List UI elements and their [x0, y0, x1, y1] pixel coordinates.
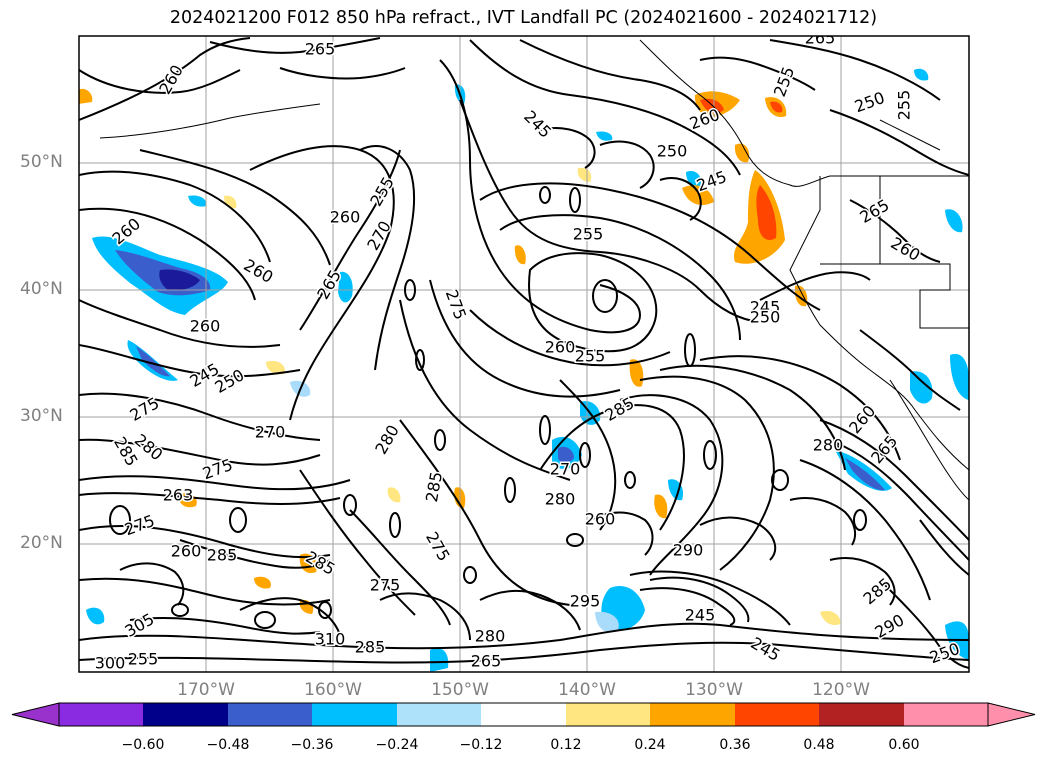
positive-anomaly-region	[682, 185, 714, 206]
lat-label-20n: 20°N	[20, 533, 63, 553]
negative-anomaly-region	[159, 269, 200, 291]
colorbar-swatch	[312, 703, 397, 726]
negative-anomaly-region	[945, 209, 963, 233]
map-title: 2024021200 F012 850 hPa refract., IVT La…	[169, 8, 878, 28]
lat-label-50n: 50°N	[20, 152, 63, 172]
colorbar-tick-label: −0.48	[206, 737, 250, 753]
colorbar-swatch	[59, 703, 143, 726]
contour-label: 270	[550, 460, 581, 479]
contour-label: 280	[813, 436, 844, 455]
contour-label: 265	[471, 652, 502, 671]
colorbar-swatch	[566, 703, 650, 726]
contour-label: 310	[315, 630, 346, 649]
colorbar-tick-label: −0.36	[290, 737, 334, 753]
colorbar-tick-label: −0.60	[121, 737, 165, 753]
contour-label: 255	[575, 347, 606, 366]
contour-label: 263	[163, 486, 194, 505]
contour-label: 280	[545, 490, 576, 509]
colorbar	[11, 702, 1036, 727]
colorbar-tick-label: 0.36	[719, 737, 751, 753]
colorbar-tick-label: −0.12	[459, 737, 503, 753]
contour-label: 250	[750, 308, 781, 327]
positive-anomaly-region	[254, 576, 271, 589]
positive-anomaly-region	[79, 89, 93, 104]
lon-label-170w: 170°W	[177, 680, 235, 700]
colorbar-tick-label: 0.12	[550, 737, 582, 753]
negative-anomaly-region	[338, 271, 353, 303]
negative-anomaly-region	[430, 648, 449, 672]
contour-label: 255	[573, 225, 604, 244]
contour-label: 265	[805, 29, 836, 48]
positive-anomaly-region	[577, 167, 592, 182]
negative-anomaly-region	[188, 195, 207, 207]
lon-label-150w: 150°W	[431, 680, 489, 700]
negative-anomaly-region	[558, 446, 574, 464]
colorbar-swatch	[143, 703, 228, 726]
small-contour-loops	[109, 186, 867, 629]
positive-anomaly-region	[700, 98, 724, 114]
colorbar-tick-label: 0.24	[634, 737, 666, 753]
contour-label: 275	[370, 576, 401, 595]
negative-anomaly-region	[950, 353, 969, 400]
contour-label: 250	[657, 142, 688, 161]
lat-label-40n: 40°N	[20, 279, 63, 299]
colorbar-swatch	[819, 703, 904, 726]
positive-anomaly-region	[654, 494, 668, 519]
negative-anomaly-region	[914, 68, 929, 81]
colorbar-tick-label: −0.24	[375, 737, 419, 753]
contour-label: 265	[305, 40, 336, 59]
contour-label: 260	[545, 338, 576, 357]
contour-label: 255	[895, 90, 914, 121]
positive-anomaly-region	[820, 610, 841, 626]
coastlines	[99, 39, 969, 501]
negative-anomaly-region	[845, 458, 885, 491]
colorbar-swatch	[904, 703, 988, 726]
contour-label: 260	[190, 317, 221, 336]
contour-lines	[79, 37, 969, 669]
contour-label: 255	[128, 650, 159, 669]
negative-anomaly-region	[910, 371, 933, 404]
lon-label-120w: 120°W	[812, 680, 870, 700]
contour-label: 260	[585, 510, 616, 529]
positive-anomaly-region	[770, 101, 783, 113]
negative-anomaly-region	[136, 346, 170, 377]
lat-label-30n: 30°N	[20, 406, 63, 426]
contour-label: 285	[355, 638, 386, 657]
colorbar-extend-high	[987, 702, 1036, 727]
contour-label: 245	[750, 298, 781, 317]
contour-label: 295	[570, 592, 601, 611]
colorbar-swatch	[735, 703, 819, 726]
contour-label: 260	[330, 208, 361, 227]
negative-anomaly-region	[595, 611, 619, 632]
positive-anomaly-region	[514, 245, 526, 265]
contour-label: 300	[95, 654, 126, 673]
colorbar-extend-low	[11, 702, 60, 727]
positive-anomaly-region	[629, 359, 644, 387]
negative-anomaly-region	[86, 607, 105, 625]
lon-label-140w: 140°W	[558, 680, 616, 700]
colorbar-swatch	[228, 703, 312, 726]
map-frame	[78, 35, 970, 673]
contour-label: 290	[673, 541, 704, 560]
contour-label: 270	[255, 423, 286, 442]
positive-anomaly-region	[266, 360, 285, 375]
colorbar-swatch	[481, 703, 566, 726]
negative-anomaly-region	[596, 131, 613, 141]
lon-label-130w: 130°W	[685, 680, 743, 700]
colorbar-frame	[58, 702, 989, 727]
contour-label: 280	[475, 627, 506, 646]
positive-anomaly-region	[734, 143, 750, 163]
positive-anomaly-region	[387, 487, 401, 503]
colorbar-tick-label: 0.60	[888, 737, 920, 753]
colorbar-swatch	[397, 703, 481, 726]
contour-label: 285	[207, 546, 238, 565]
contour-label: 260	[171, 542, 202, 561]
colorbar-swatch	[650, 703, 735, 726]
colorbar-tick-label: 0.48	[803, 737, 835, 753]
lon-label-160w: 160°W	[304, 680, 362, 700]
positive-anomaly-region	[756, 185, 777, 240]
contour-label: 245	[685, 606, 716, 625]
